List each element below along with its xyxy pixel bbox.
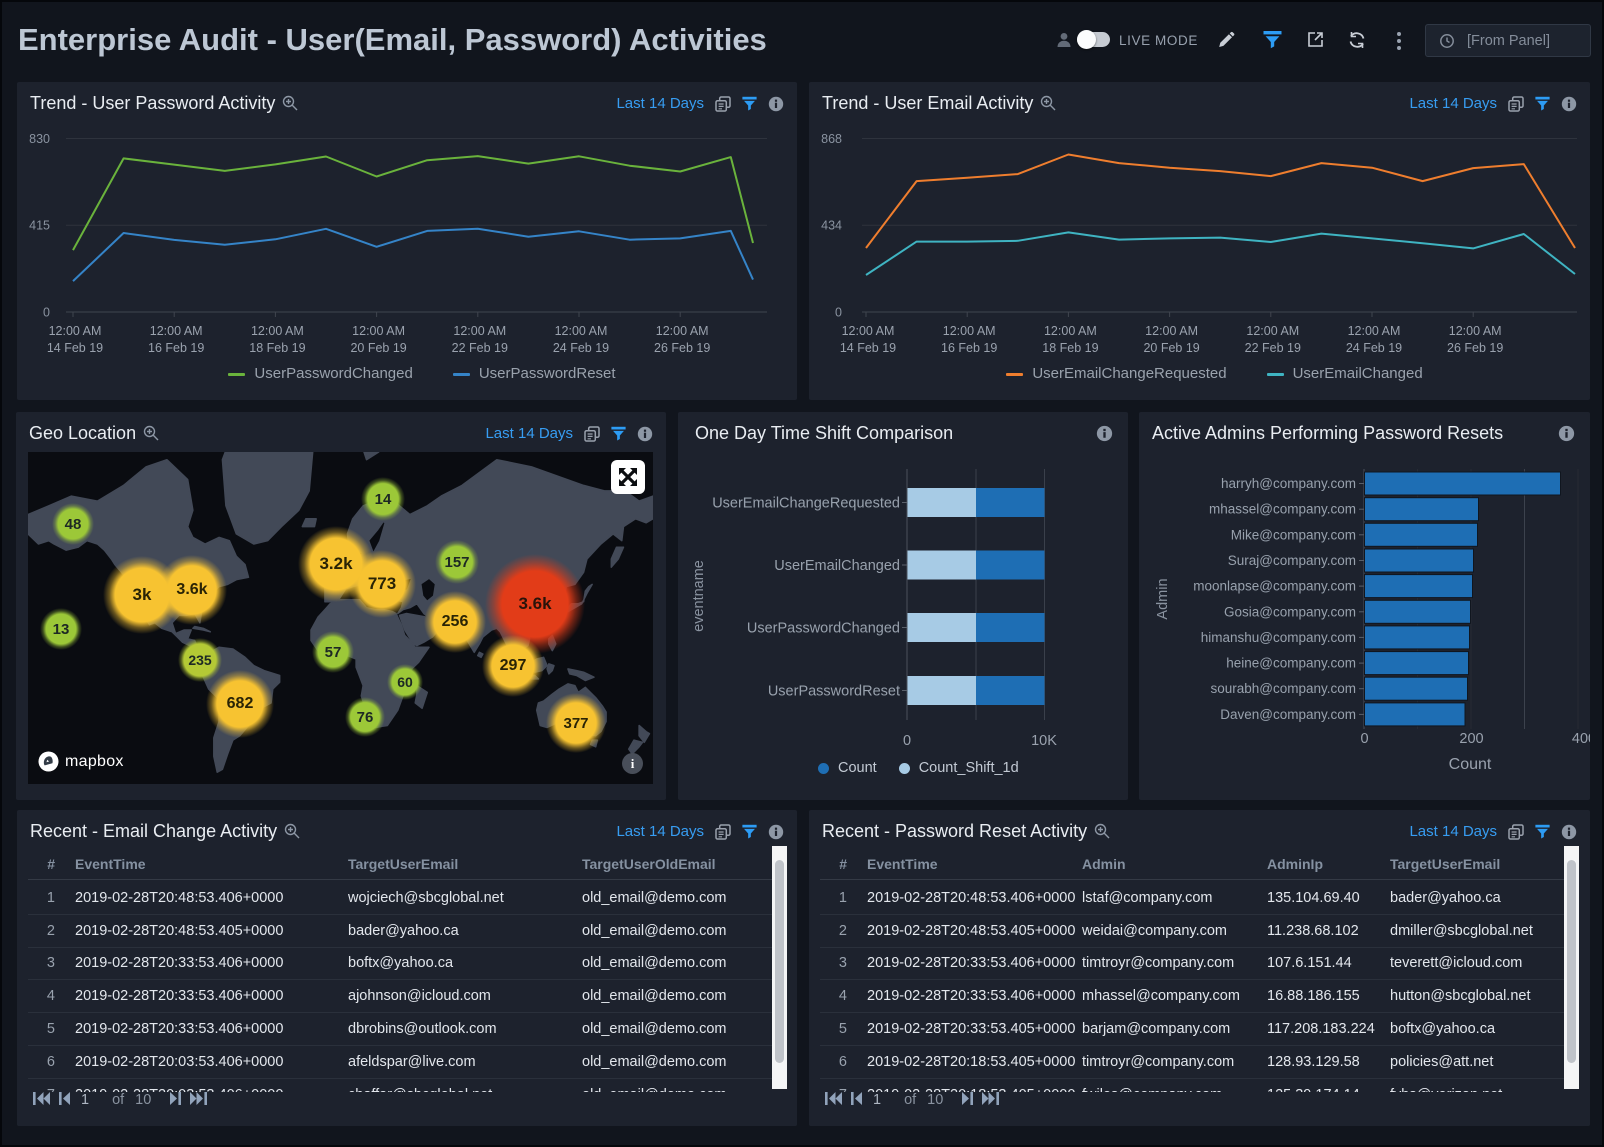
svg-text:830: 830 bbox=[29, 132, 50, 146]
svg-text:12:00 AM: 12:00 AM bbox=[1348, 324, 1401, 338]
svg-text:22 Feb 19: 22 Feb 19 bbox=[452, 341, 508, 355]
svg-text:12:00 AM: 12:00 AM bbox=[1246, 324, 1299, 338]
svg-text:400: 400 bbox=[1572, 731, 1590, 747]
svg-text:Daven@company.com: Daven@company.com bbox=[1220, 707, 1356, 722]
svg-text:24 Feb 19: 24 Feb 19 bbox=[1346, 341, 1402, 355]
svg-text:0: 0 bbox=[1360, 731, 1368, 747]
svg-text:20 Feb 19: 20 Feb 19 bbox=[1143, 341, 1199, 355]
svg-text:868: 868 bbox=[821, 132, 842, 146]
svg-text:heine@company.com: heine@company.com bbox=[1226, 656, 1356, 671]
svg-text:18 Feb 19: 18 Feb 19 bbox=[1042, 341, 1098, 355]
svg-text:Count: Count bbox=[1449, 756, 1492, 773]
svg-text:12:00 AM: 12:00 AM bbox=[1044, 324, 1097, 338]
svg-text:12:00 AM: 12:00 AM bbox=[555, 324, 608, 338]
svg-text:434: 434 bbox=[821, 219, 842, 233]
svg-text:10K: 10K bbox=[1031, 733, 1057, 749]
svg-text:0: 0 bbox=[903, 733, 911, 749]
svg-text:Gosia@company.com: Gosia@company.com bbox=[1224, 604, 1356, 619]
svg-text:12:00 AM: 12:00 AM bbox=[656, 324, 709, 338]
svg-text:22 Feb 19: 22 Feb 19 bbox=[1245, 341, 1301, 355]
svg-text:20 Feb 19: 20 Feb 19 bbox=[350, 341, 406, 355]
svg-text:UserPasswordReset: UserPasswordReset bbox=[768, 684, 900, 700]
svg-text:26 Feb 19: 26 Feb 19 bbox=[654, 341, 710, 355]
svg-text:14 Feb 19: 14 Feb 19 bbox=[47, 341, 103, 355]
svg-text:Mike@company.com: Mike@company.com bbox=[1231, 527, 1356, 542]
svg-text:12:00 AM: 12:00 AM bbox=[251, 324, 304, 338]
svg-text:UserEmailChangeRequested: UserEmailChangeRequested bbox=[712, 496, 900, 512]
svg-text:12:00 AM: 12:00 AM bbox=[1449, 324, 1502, 338]
svg-text:moonlapse@company.com: moonlapse@company.com bbox=[1193, 579, 1356, 594]
svg-text:18 Feb 19: 18 Feb 19 bbox=[249, 341, 305, 355]
svg-text:200: 200 bbox=[1459, 731, 1483, 747]
svg-text:12:00 AM: 12:00 AM bbox=[943, 324, 996, 338]
svg-text:12:00 AM: 12:00 AM bbox=[49, 324, 102, 338]
svg-text:UserPasswordChanged: UserPasswordChanged bbox=[747, 621, 900, 637]
svg-text:eventname: eventname bbox=[691, 560, 707, 632]
svg-text:12:00 AM: 12:00 AM bbox=[453, 324, 506, 338]
svg-text:harryh@company.com: harryh@company.com bbox=[1221, 476, 1356, 491]
svg-text:16 Feb 19: 16 Feb 19 bbox=[148, 341, 204, 355]
svg-text:12:00 AM: 12:00 AM bbox=[150, 324, 203, 338]
svg-text:16 Feb 19: 16 Feb 19 bbox=[941, 341, 997, 355]
svg-text:UserEmailChanged: UserEmailChanged bbox=[774, 558, 900, 574]
svg-text:0: 0 bbox=[43, 306, 50, 320]
svg-text:himanshu@company.com: himanshu@company.com bbox=[1201, 630, 1356, 645]
svg-text:0: 0 bbox=[835, 306, 842, 320]
svg-text:Admin: Admin bbox=[1155, 578, 1171, 619]
svg-text:12:00 AM: 12:00 AM bbox=[352, 324, 405, 338]
svg-text:sourabh@company.com: sourabh@company.com bbox=[1210, 681, 1356, 696]
svg-text:mhassel@company.com: mhassel@company.com bbox=[1209, 502, 1356, 517]
svg-text:24 Feb 19: 24 Feb 19 bbox=[553, 341, 609, 355]
svg-text:415: 415 bbox=[29, 219, 50, 233]
svg-text:12:00 AM: 12:00 AM bbox=[1145, 324, 1198, 338]
svg-text:Suraj@company.com: Suraj@company.com bbox=[1228, 553, 1356, 568]
svg-text:12:00 AM: 12:00 AM bbox=[842, 324, 895, 338]
svg-text:26 Feb 19: 26 Feb 19 bbox=[1447, 341, 1503, 355]
svg-text:14 Feb 19: 14 Feb 19 bbox=[840, 341, 896, 355]
